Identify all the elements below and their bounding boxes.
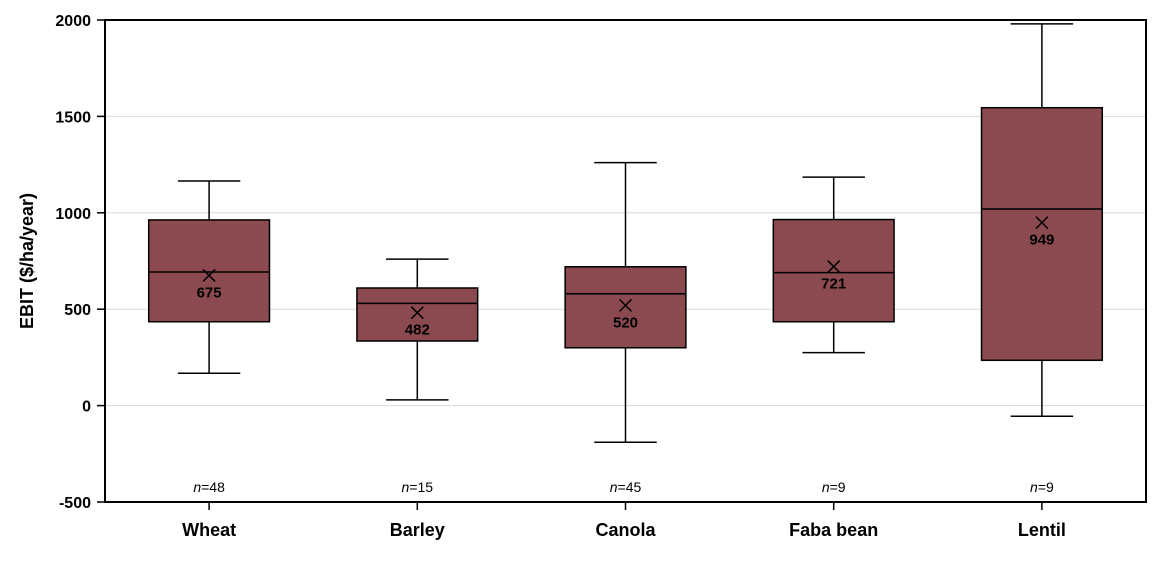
y-tick-label: -500 — [59, 495, 91, 512]
n-label: n=45 — [610, 479, 642, 495]
mean-label: 721 — [821, 276, 846, 293]
n-label: n=9 — [1030, 479, 1054, 495]
mean-label: 520 — [613, 314, 638, 331]
category-label: Canola — [595, 520, 656, 540]
box — [149, 220, 270, 322]
mean-label: 949 — [1029, 232, 1054, 249]
y-tick-label: 1500 — [55, 109, 91, 126]
box — [565, 267, 686, 348]
y-tick-label: 500 — [64, 302, 91, 319]
category-label: Faba bean — [789, 520, 878, 540]
box — [773, 220, 894, 322]
boxplot-chart: 675 n=48 Wheat 482 n=15 Barley 520 n=45 Canola 72… — [0, 0, 1176, 582]
category-label: Lentil — [1018, 520, 1066, 540]
y-axis-label: EBIT ($/ha/year) — [17, 193, 37, 329]
n-label: n=48 — [193, 479, 225, 495]
chart-svg: 675 n=48 Wheat 482 n=15 Barley 520 n=45 Canola 72… — [0, 0, 1176, 582]
n-label: n=15 — [402, 479, 434, 495]
n-label: n=9 — [822, 479, 846, 495]
category-label: Wheat — [182, 520, 236, 540]
y-tick-label: 0 — [82, 399, 91, 416]
mean-label: 482 — [405, 322, 430, 339]
mean-label: 675 — [197, 284, 222, 301]
y-tick-label: 2000 — [55, 13, 91, 30]
category-label: Barley — [390, 520, 445, 540]
y-tick-label: 1000 — [55, 206, 91, 223]
